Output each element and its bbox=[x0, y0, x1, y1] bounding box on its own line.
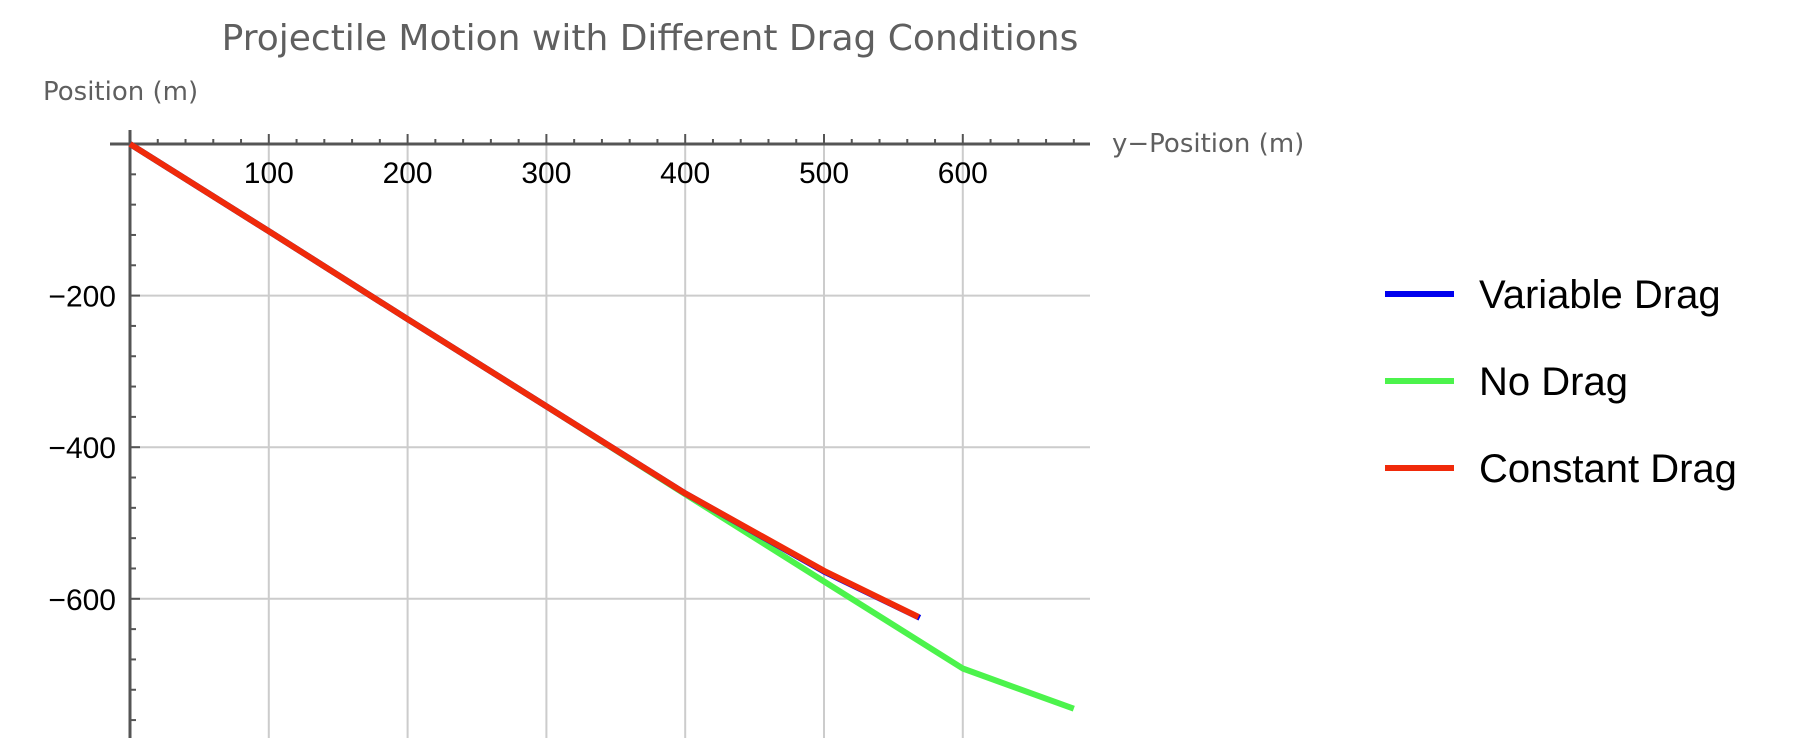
legend-label-no-drag: No Drag bbox=[1479, 360, 1628, 404]
legend-label-constant-drag: Constant Drag bbox=[1479, 447, 1737, 491]
axes bbox=[110, 130, 1090, 738]
grid bbox=[130, 144, 1090, 738]
y-tick-label-1: −400 bbox=[48, 432, 116, 465]
x-axis-label: y−Position (m) bbox=[1112, 129, 1304, 159]
x-tick-label-100: 100 bbox=[244, 157, 294, 190]
legend: Variable Drag No Drag Constant Drag bbox=[1385, 273, 1737, 491]
x-tick-label-400: 400 bbox=[660, 157, 710, 190]
legend-label-variable-drag: Variable Drag bbox=[1479, 273, 1721, 317]
y-axis-label: Position (m) bbox=[43, 77, 198, 107]
x-tick-label-200: 200 bbox=[383, 157, 433, 190]
chart-title: Projectile Motion with Different Drag Co… bbox=[222, 18, 1079, 59]
x-tick-label-300: 300 bbox=[521, 157, 571, 190]
series-line-constant-drag bbox=[128, 141, 920, 620]
tick-labels: 100 200 300 400 500 600 −200 −400 −600 bbox=[48, 157, 987, 617]
y-tick-label-2: −600 bbox=[48, 584, 116, 617]
x-tick-label-600: 600 bbox=[938, 157, 988, 190]
series-lines bbox=[128, 141, 1075, 712]
series-line-no-drag bbox=[128, 141, 1075, 712]
x-tick-label-500: 500 bbox=[799, 157, 849, 190]
y-tick-label-0: −200 bbox=[48, 281, 116, 314]
minor-ticks bbox=[130, 134, 1075, 722]
